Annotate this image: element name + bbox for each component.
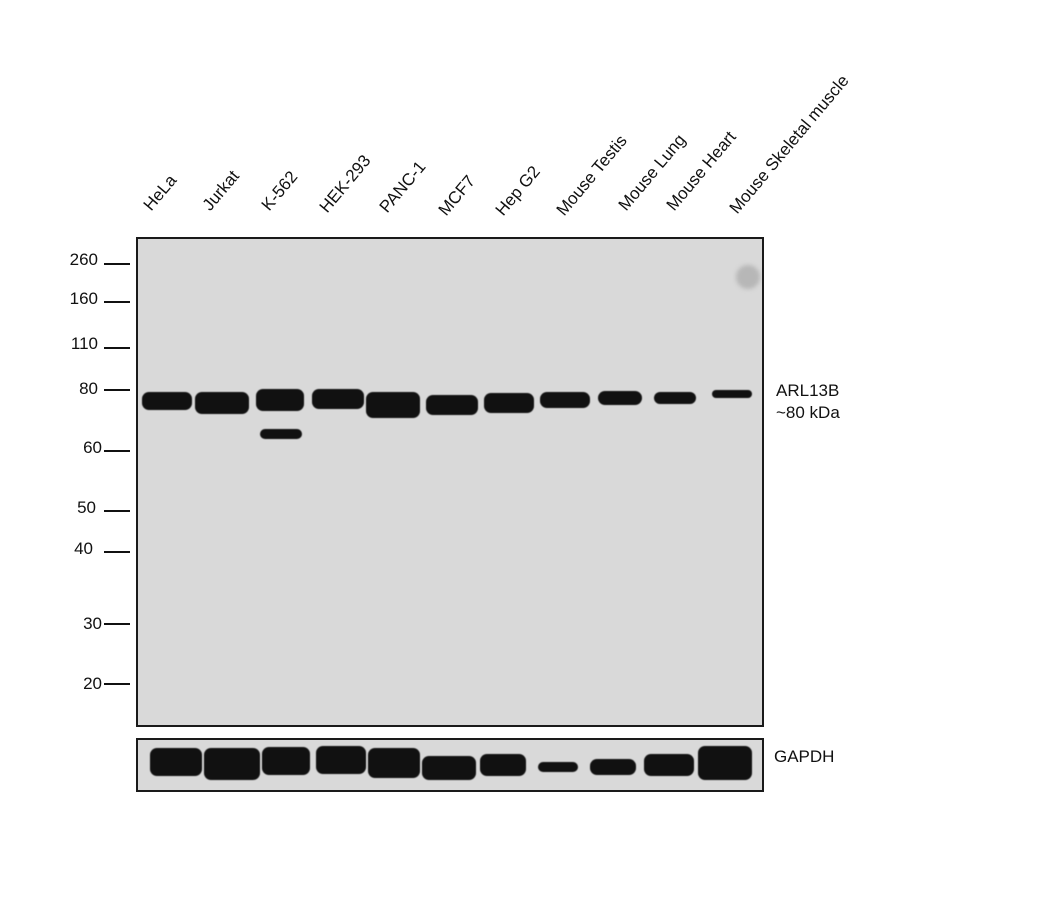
gapdh-band-mouse-testis [538,762,578,772]
gapdh-band-jurkat [204,748,260,780]
marker-tick [104,623,130,625]
marker-tick [104,510,130,512]
target-name: ARL13B [776,381,840,400]
gapdh-band-k562 [262,747,310,775]
lane-label-mcf7: MCF7 [434,171,479,220]
marker-tick [104,263,130,265]
gapdh-band-panc1 [368,748,420,778]
marker-tick [104,551,130,553]
band-hepg2 [484,393,534,413]
marker-110: 110 [70,334,98,353]
gapdh-band-hela [150,748,202,776]
lane-label-panc1: PANC-1 [375,157,430,217]
marker-160: 160 [69,289,98,308]
gapdh-band-mcf7 [422,756,476,780]
marker-80: 80 [79,379,98,398]
marker-30: 30 [83,614,102,633]
band-k562 [256,389,304,411]
marker-260: 260 [69,250,98,269]
target-label: ARL13B ~80 kDa [776,380,840,424]
band-mouse-testis [540,392,590,408]
lane-label-hepg2: Hep G2 [491,162,544,220]
marker-tick [104,683,130,685]
lane-label-hela: HeLa [139,171,181,215]
band-mouse-heart [654,392,696,404]
main-blot-panel [136,237,764,727]
gapdh-band-hek293 [316,746,366,774]
gapdh-band-hepg2 [480,754,526,776]
band-mouse-skeletal-muscle [712,390,752,398]
blot-artifact [736,265,760,289]
marker-tick [104,450,130,452]
band-hela [142,392,192,410]
gapdh-blot-panel [136,738,764,792]
band-jurkat [195,392,249,414]
marker-40: 40 [74,539,93,558]
band-panc1 [366,392,420,418]
band-k562-lower [260,429,302,439]
lane-label-hek293: HEK-293 [315,151,375,217]
band-mouse-lung [598,391,642,405]
gapdh-band-mouse-lung [590,759,636,775]
lane-label-k562: K-562 [257,167,302,215]
marker-50: 50 [77,498,96,517]
marker-tick [104,301,130,303]
marker-tick [104,389,130,391]
marker-60: 60 [83,438,102,457]
marker-20: 20 [83,674,102,693]
band-mcf7 [426,395,478,415]
marker-tick [104,347,130,349]
target-size: ~80 kDa [776,403,840,422]
gapdh-band-mouse-heart [644,754,694,776]
band-hek293 [312,389,364,409]
gapdh-band-mouse-skeletal-muscle [698,746,752,780]
lane-label-jurkat: Jurkat [198,166,243,215]
lane-label-mouse-skeletal-muscle: Mouse Skeletal muscle [725,71,853,218]
loading-control-label: GAPDH [774,747,835,766]
